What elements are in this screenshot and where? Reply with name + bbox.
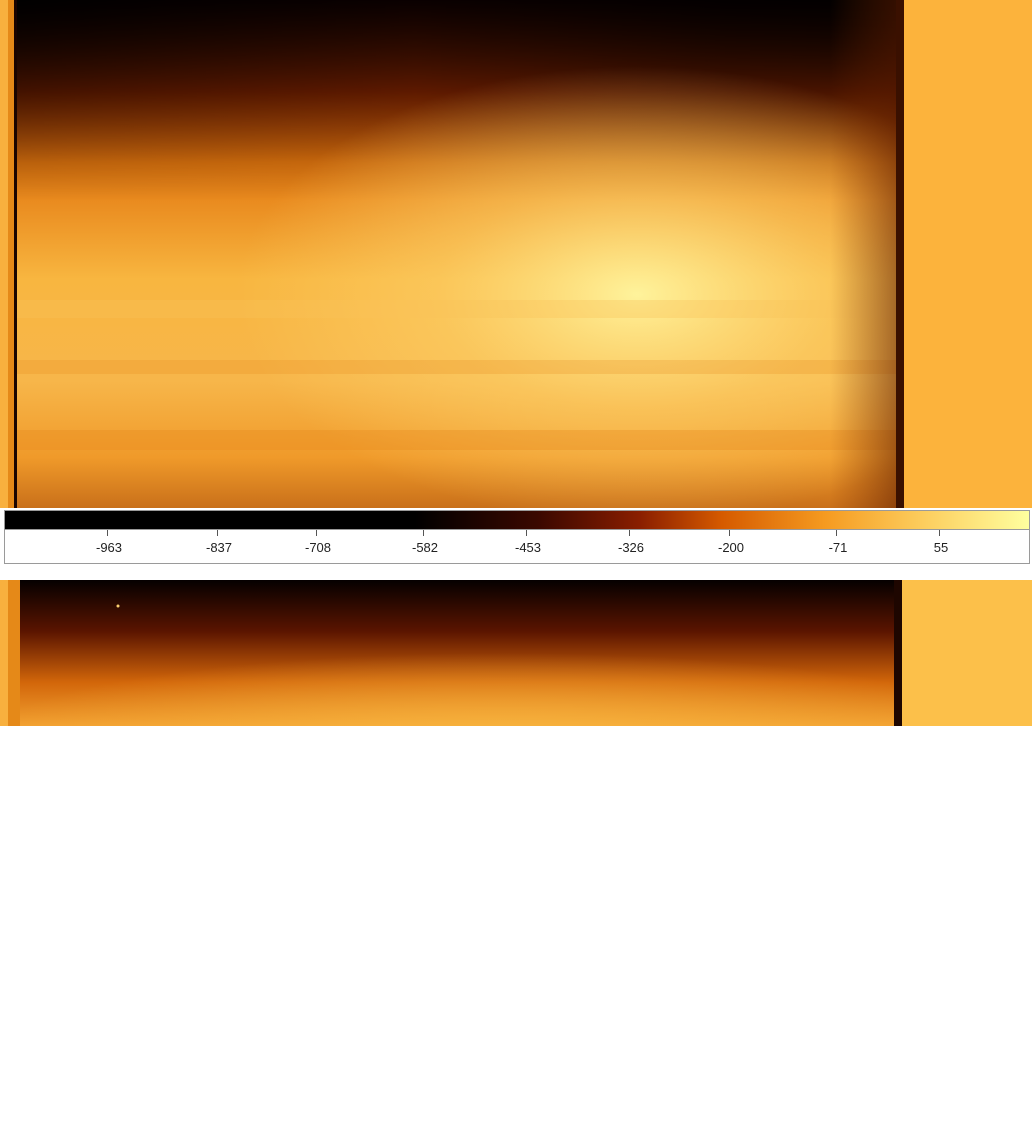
colorbar-tick-label: -326 <box>617 540 645 555</box>
top-heatmap-image <box>0 0 1032 508</box>
colorbar-tick <box>629 530 630 536</box>
lower-heatmap <box>0 580 1032 726</box>
colorbar-tick-label: -582 <box>411 540 439 555</box>
colorbar-tick <box>423 530 424 536</box>
colorbar-tick-label: -71 <box>828 540 848 555</box>
colorbar-tick <box>316 530 317 536</box>
colorbar-tick-label: -708 <box>304 540 332 555</box>
colorbar-tick-label: -963 <box>95 540 123 555</box>
colorbar-tick-label: -200 <box>717 540 745 555</box>
colorbar-tick <box>836 530 837 536</box>
colorbar-tick <box>217 530 218 536</box>
top-heatmap-panel: -963 -837 -708 -582 -453 -326 -200 -71 5… <box>0 0 1032 566</box>
lower-heatmap-svg <box>0 580 1032 726</box>
colorbar-tick <box>939 530 940 536</box>
colorbar-tick <box>107 530 108 536</box>
top-colorbar-axis: -963 -837 -708 -582 -453 -326 -200 -71 5… <box>4 530 1030 564</box>
colorbar-tick <box>729 530 730 536</box>
colorbar-tick <box>526 530 527 536</box>
colorbar-tick-label: -837 <box>205 540 233 555</box>
colorbar-tick-label: -453 <box>514 540 542 555</box>
top-colorbar-gradient <box>4 510 1030 530</box>
top-heatmap-svg <box>0 0 1032 508</box>
colorbar-tick-label: 55 <box>933 540 949 555</box>
